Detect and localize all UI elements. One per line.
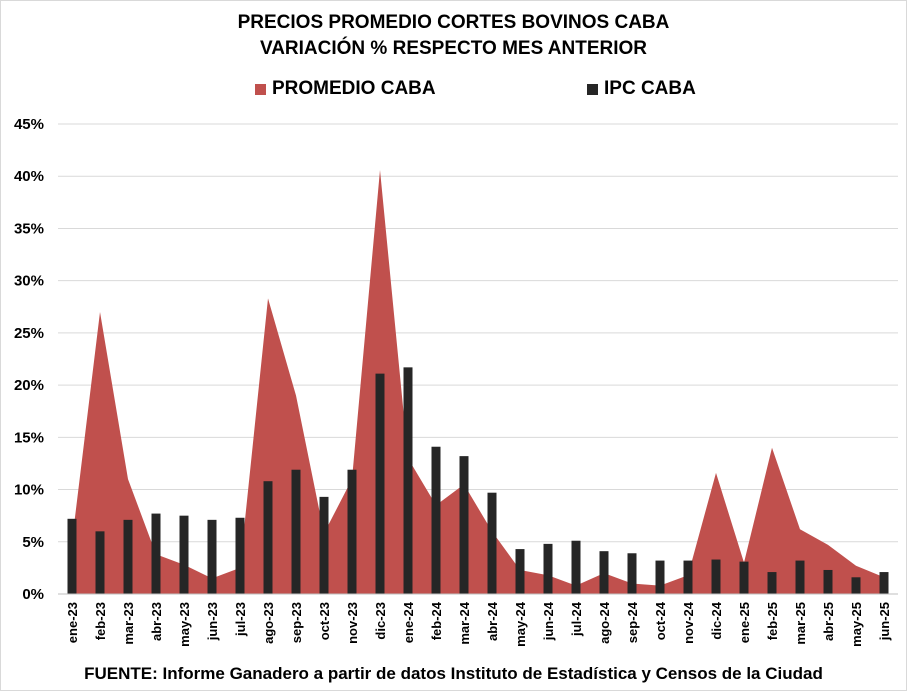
x-tick-label: oct-23 xyxy=(317,602,332,640)
x-tick-label: jul-24 xyxy=(569,601,584,637)
bar-ipc xyxy=(599,551,609,594)
legend-item-ipc: IPC CABA xyxy=(587,78,696,100)
bar-ipc xyxy=(319,496,329,594)
x-tick-label: sep-24 xyxy=(625,601,640,643)
bar-ipc xyxy=(571,540,581,594)
bar-ipc xyxy=(627,553,637,594)
x-tick-label: ago-23 xyxy=(261,602,276,644)
x-tick-label: mar-23 xyxy=(121,602,136,645)
bar-ipc xyxy=(291,469,301,594)
bar-ipc xyxy=(515,549,525,594)
bar-ipc xyxy=(823,569,833,594)
x-tick-label: jun-23 xyxy=(205,602,220,641)
x-tick-label: jun-24 xyxy=(541,601,556,641)
bar-ipc xyxy=(795,560,805,594)
bar-ipc xyxy=(235,517,245,594)
area-series-promedio xyxy=(72,169,884,594)
legend-swatch-promedio xyxy=(255,83,266,95)
y-tick-label: 45% xyxy=(14,116,44,133)
x-tick-label: feb-25 xyxy=(765,602,780,640)
chart-title: PRECIOS PROMEDIO CORTES BOVINOS CABA xyxy=(237,12,670,33)
x-tick-label: may-23 xyxy=(177,602,192,647)
x-tick-label: abr-23 xyxy=(149,602,164,641)
bar-ipc xyxy=(179,515,189,594)
bar-ipc xyxy=(459,456,469,594)
bar-ipc xyxy=(655,560,665,594)
y-tick-label: 40% xyxy=(14,168,44,185)
x-tick-label: may-24 xyxy=(513,601,528,647)
chart-subtitle: VARIACIÓN % RESPECTO MES ANTERIOR xyxy=(259,38,648,59)
x-tick-label: may-25 xyxy=(849,602,864,647)
bar-ipc xyxy=(375,373,385,594)
bar-ipc xyxy=(683,560,693,594)
x-tick-label: sep-23 xyxy=(289,602,304,643)
x-tick-label: dic-23 xyxy=(373,602,388,640)
x-tick-label: nov-23 xyxy=(345,602,360,644)
legend-label-ipc: IPC CABA xyxy=(604,78,696,99)
x-tick-label: jun-25 xyxy=(877,602,892,641)
legend-label-promedio: PROMEDIO CABA xyxy=(272,78,436,99)
x-tick-label: jul-23 xyxy=(233,602,248,637)
chart-plot: 0% 5% 10% 15% 20% 25% 30% 35% 40% 45% ene-23 feb-23… xyxy=(14,116,898,647)
bar-ipc xyxy=(95,531,105,594)
x-tick-label: abr-24 xyxy=(485,601,500,641)
bar-ipc xyxy=(431,446,441,594)
x-tick-label: ene-24 xyxy=(401,601,416,643)
bar-ipc xyxy=(123,519,133,594)
source-note: FUENTE: Informe Ganadero a partir de dat… xyxy=(84,664,823,683)
x-tick-label: ene-25 xyxy=(737,602,752,643)
y-tick-label: 15% xyxy=(14,429,44,446)
bar-ipc xyxy=(67,518,77,594)
x-tick-label: ene-23 xyxy=(65,602,80,643)
x-tick-label: dic-24 xyxy=(709,601,724,639)
legend-swatch-ipc xyxy=(587,83,598,95)
y-tick-label: 10% xyxy=(14,482,44,499)
bar-ipc xyxy=(487,492,497,594)
bar-ipc xyxy=(739,561,749,594)
bar-ipc xyxy=(403,367,413,594)
x-tick-label: nov-24 xyxy=(681,601,696,644)
x-tick-label: oct-24 xyxy=(653,601,668,640)
bar-ipc xyxy=(711,559,721,594)
x-tick-label: feb-23 xyxy=(93,602,108,640)
bar-ipc xyxy=(767,572,777,594)
x-tick-label: feb-24 xyxy=(429,601,444,640)
y-tick-label: 0% xyxy=(22,586,44,603)
bar-ipc xyxy=(263,481,273,594)
bar-ipc xyxy=(851,577,861,594)
bar-ipc xyxy=(151,513,161,594)
y-tick-label: 25% xyxy=(14,325,44,342)
x-tick-label: ago-24 xyxy=(597,601,612,644)
bar-ipc xyxy=(207,519,217,594)
x-tick-label: abr-25 xyxy=(821,602,836,641)
y-tick-label: 5% xyxy=(22,534,44,551)
x-tick-label: mar-25 xyxy=(793,602,808,645)
legend-item-promedio: PROMEDIO CABA xyxy=(255,78,436,100)
bar-ipc xyxy=(879,572,889,594)
x-tick-label: mar-24 xyxy=(457,601,472,644)
y-tick-label: 20% xyxy=(14,377,44,394)
bar-ipc xyxy=(543,543,553,594)
bar-ipc xyxy=(347,469,357,594)
y-tick-label: 30% xyxy=(14,273,44,290)
y-tick-label: 35% xyxy=(14,220,44,237)
